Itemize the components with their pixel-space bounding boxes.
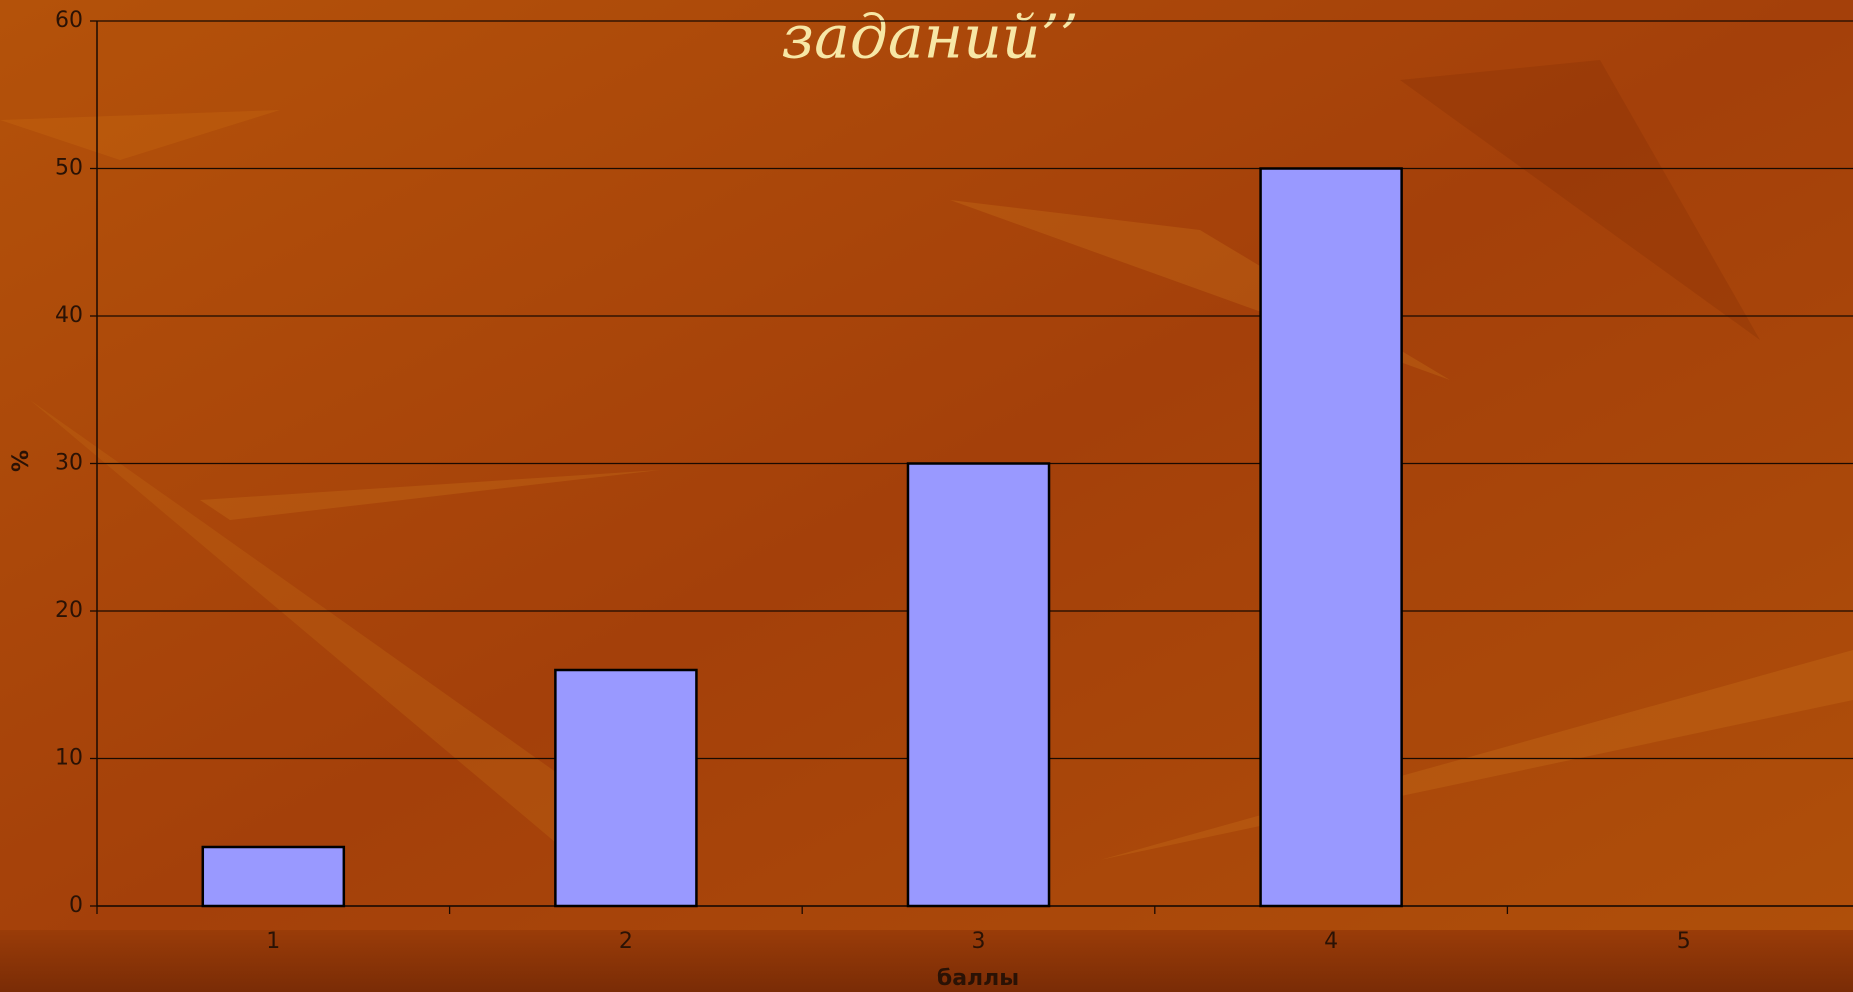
chart-title: заданий’’ xyxy=(781,3,1078,73)
y-tick-label: 60 xyxy=(55,8,83,33)
x-axis-label: баллы xyxy=(937,966,1019,991)
y-tick-label: 0 xyxy=(69,893,83,918)
bar xyxy=(554,668,698,908)
y-tick-label: 20 xyxy=(55,598,83,623)
footer-band xyxy=(0,930,1853,992)
y-axis-label: % xyxy=(9,450,34,472)
y-tick-label: 50 xyxy=(55,156,83,181)
y-tick-label: 30 xyxy=(55,451,83,476)
y-tick-label: 40 xyxy=(55,303,83,328)
x-tick-label: 5 xyxy=(1677,929,1691,954)
x-tick-label: 4 xyxy=(1324,929,1338,954)
bar xyxy=(1259,167,1403,908)
bar xyxy=(201,845,346,908)
y-tick-label: 10 xyxy=(55,746,83,771)
x-tick-label: 1 xyxy=(266,929,280,954)
bar xyxy=(906,462,1051,908)
x-tick-label: 2 xyxy=(619,929,633,954)
x-tick-label: 3 xyxy=(972,929,986,954)
